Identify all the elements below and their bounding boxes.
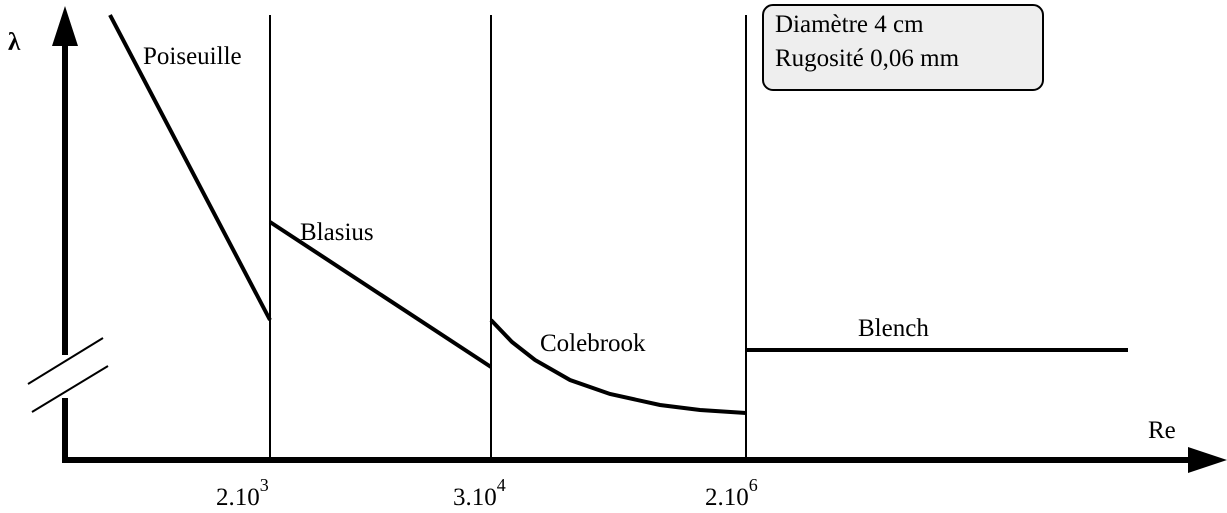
x-arrow [1188, 447, 1227, 473]
poiseuille-curve [108, 14, 272, 321]
region-label: Blench [858, 315, 929, 342]
axis-break [27, 337, 104, 385]
tick-base: 2.10 [216, 484, 260, 511]
x-axis-label: Re [1148, 417, 1176, 444]
axis-break [31, 365, 109, 413]
tick-exp: 6 [749, 475, 758, 495]
tick-label: 3.104 [453, 475, 506, 511]
tick-label: 2.103 [216, 475, 269, 511]
info-box [762, 4, 1044, 91]
tick-base: 3.10 [453, 484, 497, 511]
region-label: Blasius [300, 219, 374, 246]
colebrook-curve [489, 318, 747, 415]
tick-exp: 3 [260, 475, 269, 495]
info-line: Rugosité 0,06 mm [775, 45, 960, 72]
tick-base: 2.10 [705, 484, 749, 511]
y-arrow [52, 6, 78, 46]
tick-exp: 4 [497, 475, 506, 495]
tick-label: 2.106 [705, 475, 758, 511]
region-label: Colebrook [540, 330, 646, 357]
y-axis-label: λ [8, 29, 21, 56]
region-label: Poiseuille [143, 43, 242, 70]
info-line: Diamètre 4 cm [775, 11, 924, 38]
blasius-curve [268, 220, 493, 369]
